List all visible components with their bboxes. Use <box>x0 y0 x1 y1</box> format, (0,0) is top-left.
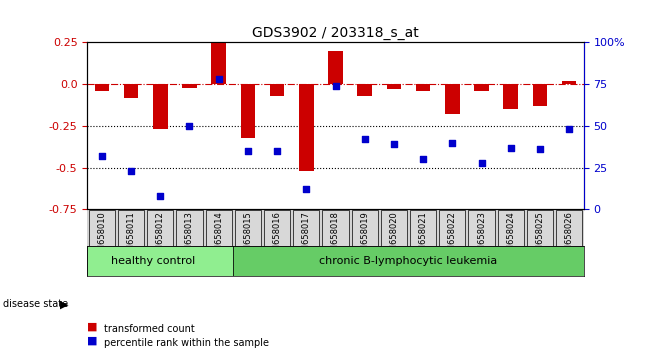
Point <box>564 126 574 132</box>
Point <box>360 136 370 142</box>
Text: GSM658013: GSM658013 <box>185 211 194 262</box>
Bar <box>358 84 372 96</box>
Bar <box>386 84 401 89</box>
Text: chronic B-lymphocytic leukemia: chronic B-lymphocytic leukemia <box>319 256 498 266</box>
FancyBboxPatch shape <box>205 210 231 246</box>
Text: GSM658015: GSM658015 <box>244 211 252 262</box>
Bar <box>533 84 548 106</box>
FancyBboxPatch shape <box>556 210 582 246</box>
FancyBboxPatch shape <box>176 210 203 246</box>
FancyBboxPatch shape <box>410 210 436 246</box>
Text: GSM658010: GSM658010 <box>97 211 106 262</box>
Point <box>535 147 546 152</box>
Bar <box>182 84 197 87</box>
Point <box>272 148 282 154</box>
Text: healthy control: healthy control <box>111 256 195 266</box>
Bar <box>211 42 226 84</box>
Bar <box>416 84 430 91</box>
FancyBboxPatch shape <box>322 210 349 246</box>
Text: GSM658021: GSM658021 <box>419 211 427 262</box>
FancyBboxPatch shape <box>352 210 378 246</box>
Point <box>301 187 311 192</box>
Text: GSM658011: GSM658011 <box>127 211 136 262</box>
FancyBboxPatch shape <box>264 210 291 246</box>
Text: GSM658022: GSM658022 <box>448 211 457 262</box>
Text: GSM658024: GSM658024 <box>506 211 515 262</box>
Bar <box>445 84 460 114</box>
Text: ■: ■ <box>87 335 98 346</box>
Bar <box>562 81 576 84</box>
Bar <box>123 84 138 98</box>
Text: percentile rank within the sample: percentile rank within the sample <box>104 338 269 348</box>
Point <box>476 160 487 165</box>
Text: GSM658014: GSM658014 <box>214 211 223 262</box>
Point <box>389 142 399 147</box>
Text: GSM658025: GSM658025 <box>535 211 544 262</box>
FancyBboxPatch shape <box>468 210 495 246</box>
Bar <box>270 84 285 96</box>
Text: ▶: ▶ <box>60 299 69 309</box>
Bar <box>153 84 168 129</box>
Point <box>184 123 195 129</box>
Text: GSM658018: GSM658018 <box>331 211 340 262</box>
Point <box>418 156 429 162</box>
FancyBboxPatch shape <box>498 210 524 246</box>
FancyBboxPatch shape <box>234 246 584 276</box>
Text: ■: ■ <box>87 321 98 331</box>
FancyBboxPatch shape <box>527 210 553 246</box>
FancyBboxPatch shape <box>293 210 319 246</box>
Text: GSM658016: GSM658016 <box>272 211 282 262</box>
Bar <box>328 51 343 84</box>
Bar <box>299 84 313 171</box>
FancyBboxPatch shape <box>118 210 144 246</box>
Title: GDS3902 / 203318_s_at: GDS3902 / 203318_s_at <box>252 26 419 40</box>
Text: GSM658012: GSM658012 <box>156 211 165 262</box>
Text: GSM658019: GSM658019 <box>360 211 369 262</box>
FancyBboxPatch shape <box>380 210 407 246</box>
Text: transformed count: transformed count <box>104 324 195 334</box>
Text: GSM658017: GSM658017 <box>302 211 311 262</box>
FancyBboxPatch shape <box>87 246 234 276</box>
FancyBboxPatch shape <box>147 210 173 246</box>
Point <box>97 153 107 159</box>
FancyBboxPatch shape <box>440 210 466 246</box>
Point <box>505 145 516 150</box>
Point <box>213 76 224 82</box>
Bar <box>95 84 109 91</box>
FancyBboxPatch shape <box>89 210 115 246</box>
Text: GSM658023: GSM658023 <box>477 211 486 262</box>
Text: disease state: disease state <box>3 299 68 309</box>
Text: GSM658020: GSM658020 <box>389 211 399 262</box>
Point <box>155 193 166 199</box>
Point <box>242 148 253 154</box>
FancyBboxPatch shape <box>235 210 261 246</box>
Text: GSM658026: GSM658026 <box>565 211 574 262</box>
Point <box>125 168 136 174</box>
Bar <box>474 84 489 91</box>
Point <box>330 83 341 89</box>
Point <box>447 140 458 145</box>
Bar <box>503 84 518 109</box>
Bar <box>241 84 255 138</box>
